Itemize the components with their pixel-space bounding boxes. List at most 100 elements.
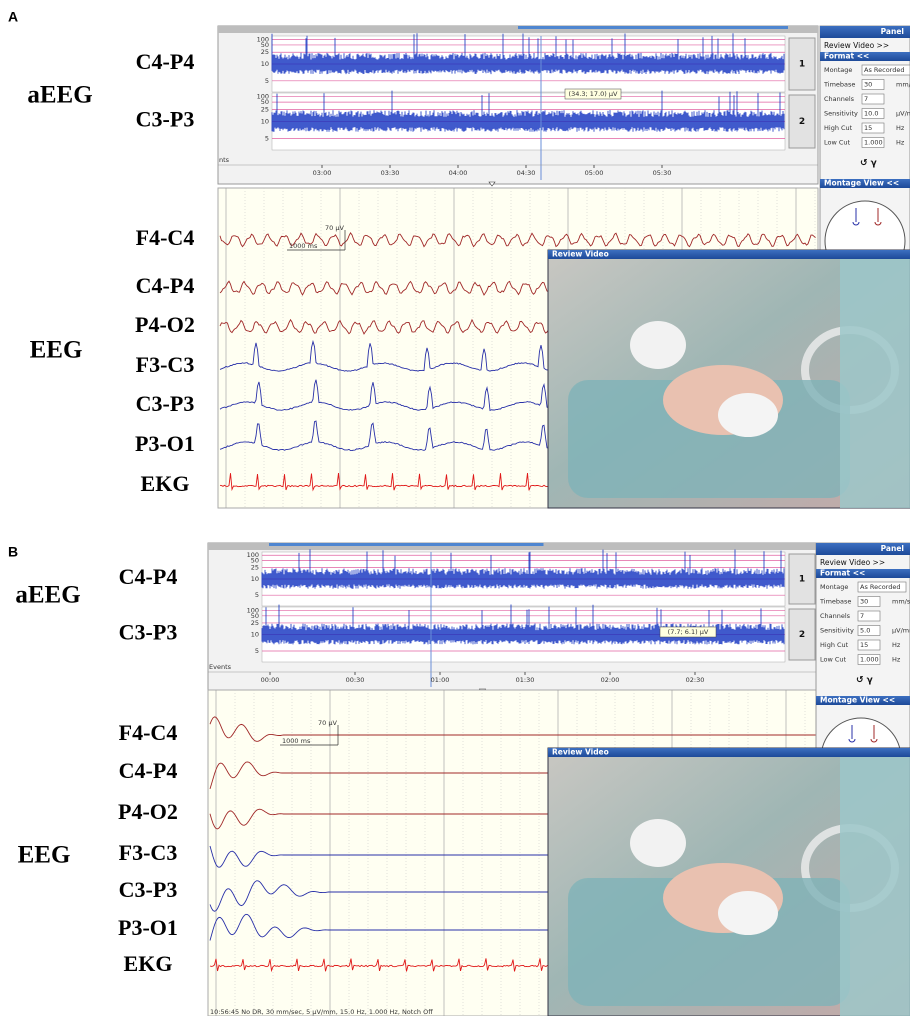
- scale-label: 100: [257, 92, 269, 100]
- channel-button-label: 2: [799, 630, 805, 640]
- eeg-channel: C4-P4: [119, 758, 178, 783]
- time-label: 05:30: [653, 169, 672, 177]
- video-title-bar: [548, 748, 910, 757]
- cursor-readout: (34.3; 17.0) µV: [569, 90, 618, 98]
- aeeg-trace: [271, 90, 785, 132]
- field-value: 15: [864, 124, 872, 132]
- scale-label: 100: [247, 606, 259, 614]
- field-label: Sensitivity: [820, 627, 854, 635]
- field-label: Montage: [820, 583, 848, 591]
- video-title-bar: [548, 250, 910, 259]
- field-box: [857, 625, 881, 636]
- montage-bar: [820, 179, 910, 188]
- field-label: Low Cut: [820, 656, 847, 664]
- gown: [840, 757, 910, 1016]
- scale-label: 50: [261, 41, 269, 49]
- field-box: [861, 93, 885, 105]
- scale-label: 25: [251, 564, 259, 572]
- scale-label: 50: [251, 557, 259, 565]
- field-value: As Recorded: [864, 66, 904, 74]
- eeg-trace: [209, 716, 816, 742]
- gown: [840, 259, 910, 508]
- panel-title-bar: [816, 543, 910, 555]
- format-bar: [816, 569, 910, 578]
- field-box: [861, 108, 885, 119]
- scale-label: 10: [251, 631, 259, 639]
- calibration-mark: [287, 230, 346, 251]
- calibration-label: 1000 ms: [282, 737, 311, 745]
- time-label: 02:30: [686, 676, 705, 684]
- field-value: 1.000: [864, 139, 883, 147]
- eeg-trace: [219, 232, 816, 248]
- channel-button-label: 2: [799, 117, 805, 127]
- video-title: Review Video: [552, 250, 609, 259]
- group-label: aEEG: [27, 82, 92, 109]
- undo-icons: ↺ γ: [860, 159, 877, 169]
- field-box: [861, 122, 885, 134]
- field-box: [861, 64, 910, 76]
- eeg-channel: F4-C4: [119, 720, 178, 745]
- field-value: 5.0: [860, 627, 870, 635]
- cursor-readout: (7.7; 6.1) µV: [668, 628, 709, 636]
- channel-button: [788, 94, 816, 149]
- scale-label: 100: [257, 35, 269, 43]
- scale-label: 50: [261, 98, 269, 106]
- status-line: 10:56:45 No DR, 30 mm/sec, 5 µV/mm, 15.0…: [210, 1008, 433, 1016]
- field-unit: Hz: [896, 139, 905, 147]
- field-unit: Hz: [896, 124, 905, 132]
- scale-label: 5: [265, 77, 269, 85]
- time-label: 01:00: [431, 676, 450, 684]
- calibration-label: 1000 ms: [289, 242, 318, 250]
- calibration-mark: [280, 725, 339, 746]
- electrode-right: [870, 725, 878, 743]
- time-label: 00:00: [261, 676, 280, 684]
- eeg-channel: C3-P3: [119, 877, 178, 902]
- scale-label: 5: [255, 647, 259, 655]
- field-box: [861, 137, 885, 148]
- panel-label: A: [8, 9, 18, 25]
- field-unit: mm/sec: [896, 81, 910, 89]
- field-label: Sensitivity: [824, 110, 858, 118]
- aeeg-trace: [271, 33, 785, 75]
- field-box: [857, 581, 907, 593]
- field-box: [857, 596, 881, 607]
- field-value: 7: [864, 95, 868, 103]
- channel-button: [788, 37, 816, 91]
- field-unit: mm/sec: [892, 598, 910, 606]
- scale-label: 25: [251, 619, 259, 627]
- montage-bar: [816, 696, 910, 705]
- field-unit: µV/mm: [892, 627, 910, 635]
- diaper: [718, 393, 778, 437]
- field-box: [857, 654, 881, 665]
- montage-view-label: Montage View <<: [820, 696, 895, 705]
- scale-label: 50: [251, 612, 259, 620]
- time-label: 03:00: [313, 169, 332, 177]
- eeg-channel: P4-O2: [135, 312, 195, 337]
- field-label: Montage: [824, 66, 852, 74]
- panel-title: Panel: [881, 544, 904, 553]
- field-value: 10.0: [864, 110, 878, 118]
- undo-icons: ↺ γ: [856, 676, 873, 686]
- eeg-channel: P3-O1: [118, 915, 178, 940]
- aeeg-channel: C3-P3: [119, 620, 178, 645]
- scale-label: 5: [265, 135, 269, 143]
- aeeg-channel: C4-P4: [136, 49, 195, 74]
- time-label: 04:00: [449, 169, 468, 177]
- scale-label: 10: [251, 575, 259, 583]
- field-value: 15: [860, 641, 868, 649]
- format-bar: [820, 52, 910, 61]
- field-label: High Cut: [820, 641, 849, 649]
- eeg-channel: EKG: [141, 471, 190, 496]
- eeg-channel: C3-P3: [136, 391, 195, 416]
- field-box: [857, 610, 881, 622]
- position-marker: [488, 181, 496, 187]
- panel-title: Panel: [881, 27, 904, 36]
- infant-head: [630, 321, 686, 369]
- group-label: aEEG: [15, 582, 80, 609]
- scale-label: 10: [261, 118, 269, 126]
- field-value: 1.000: [860, 656, 879, 664]
- time-label: 03:30: [381, 169, 400, 177]
- field-label: High Cut: [824, 124, 853, 132]
- aeeg-channel: C4-P4: [119, 564, 178, 589]
